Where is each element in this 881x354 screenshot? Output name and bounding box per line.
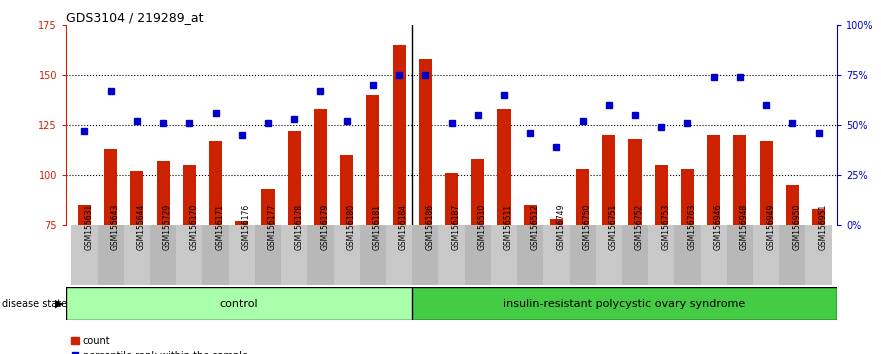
Bar [759, 141, 773, 225]
Bar [805, 225, 832, 285]
Text: GSM156512: GSM156512 [530, 204, 539, 250]
Text: GDS3104 / 219289_at: GDS3104 / 219289_at [66, 11, 204, 24]
Bar [812, 209, 825, 225]
Bar [412, 287, 837, 320]
Text: GSM156948: GSM156948 [740, 204, 749, 250]
Text: GSM155643: GSM155643 [111, 204, 120, 250]
Bar [393, 45, 405, 225]
Bar [307, 225, 334, 285]
Text: GSM156950: GSM156950 [792, 204, 802, 250]
Bar [569, 225, 596, 285]
Bar [176, 225, 203, 285]
Bar [523, 205, 537, 225]
Bar [229, 225, 255, 285]
Text: GSM156187: GSM156187 [451, 204, 461, 250]
Text: GSM156184: GSM156184 [399, 204, 408, 250]
Text: control: control [220, 298, 258, 309]
Bar [681, 169, 694, 225]
Text: GSM156510: GSM156510 [478, 204, 486, 250]
Bar [727, 225, 753, 285]
Text: GSM156752: GSM156752 [635, 204, 644, 250]
Bar [786, 185, 799, 225]
Text: GSM156949: GSM156949 [766, 204, 775, 250]
Bar [262, 189, 275, 225]
Bar [334, 225, 359, 285]
Bar [386, 225, 412, 285]
Bar [544, 225, 569, 285]
Bar [628, 139, 641, 225]
Bar [281, 225, 307, 285]
Bar [655, 165, 668, 225]
Bar [157, 161, 170, 225]
Text: GSM156181: GSM156181 [373, 204, 381, 250]
Bar [753, 225, 780, 285]
Text: GSM156511: GSM156511 [504, 204, 513, 250]
Bar [203, 225, 229, 285]
Bar [445, 173, 458, 225]
Bar [674, 225, 700, 285]
Text: GSM156753: GSM156753 [662, 204, 670, 250]
Bar [78, 205, 91, 225]
Bar [700, 225, 727, 285]
Bar [314, 109, 327, 225]
Bar [596, 225, 622, 285]
Bar [340, 155, 353, 225]
Text: GSM155644: GSM155644 [137, 204, 146, 250]
Bar [359, 225, 386, 285]
Bar [471, 159, 485, 225]
Text: GSM156763: GSM156763 [687, 204, 697, 250]
Bar [366, 95, 380, 225]
Text: GSM156180: GSM156180 [346, 204, 356, 250]
Bar [491, 225, 517, 285]
Bar [550, 219, 563, 225]
Bar [104, 149, 117, 225]
Bar [123, 225, 150, 285]
Legend: count, percentile rank within the sample: count, percentile rank within the sample [71, 336, 248, 354]
Bar [733, 135, 746, 225]
Bar [780, 225, 805, 285]
Bar [182, 165, 196, 225]
Text: GSM156751: GSM156751 [609, 204, 618, 250]
Bar [439, 225, 464, 285]
Text: GSM156176: GSM156176 [241, 204, 251, 250]
Bar [498, 109, 510, 225]
Text: GSM155729: GSM155729 [163, 204, 172, 250]
Text: GSM155631: GSM155631 [85, 204, 93, 250]
Bar [707, 135, 721, 225]
Bar [622, 225, 648, 285]
Text: GSM156170: GSM156170 [189, 204, 198, 250]
Text: GSM156750: GSM156750 [582, 204, 592, 250]
Text: GSM156749: GSM156749 [557, 204, 566, 250]
Bar [235, 221, 248, 225]
Text: GSM156177: GSM156177 [268, 204, 277, 250]
Bar [412, 225, 439, 285]
Bar [255, 225, 281, 285]
Text: GSM156186: GSM156186 [426, 204, 434, 250]
Text: GSM156946: GSM156946 [714, 204, 722, 250]
Text: disease state: disease state [2, 298, 67, 309]
Text: GSM156171: GSM156171 [216, 204, 225, 250]
Text: GSM156179: GSM156179 [321, 204, 329, 250]
Bar [150, 225, 176, 285]
Bar [464, 225, 491, 285]
Text: GSM156951: GSM156951 [818, 204, 827, 250]
Bar [418, 59, 432, 225]
Text: ▶: ▶ [55, 298, 63, 309]
Bar [287, 131, 300, 225]
Text: insulin-resistant polycystic ovary syndrome: insulin-resistant polycystic ovary syndr… [503, 298, 745, 309]
Bar [130, 171, 144, 225]
Bar [71, 225, 98, 285]
Bar [98, 225, 123, 285]
Bar [603, 135, 616, 225]
Bar [648, 225, 674, 285]
Bar [517, 225, 544, 285]
Text: GSM156178: GSM156178 [294, 204, 303, 250]
Bar [576, 169, 589, 225]
Bar [66, 287, 412, 320]
Bar [209, 141, 222, 225]
